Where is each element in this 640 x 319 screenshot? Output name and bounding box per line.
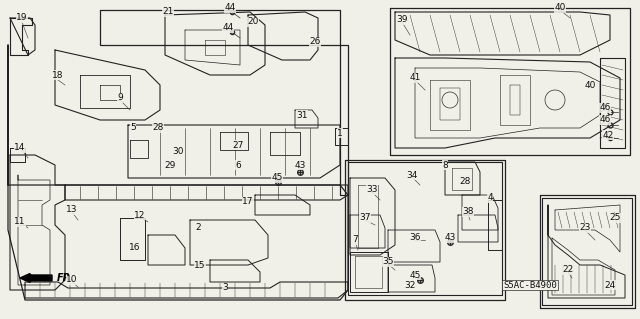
Text: 45: 45 — [410, 271, 420, 279]
Text: 30: 30 — [172, 147, 184, 157]
Text: 41: 41 — [410, 73, 420, 83]
Text: 35: 35 — [382, 257, 394, 266]
Text: 40: 40 — [554, 4, 566, 12]
Text: 36: 36 — [409, 234, 420, 242]
Text: 27: 27 — [232, 140, 244, 150]
Text: 17: 17 — [243, 197, 253, 206]
Text: 45: 45 — [271, 174, 283, 182]
Text: 3: 3 — [222, 284, 228, 293]
Text: 15: 15 — [195, 261, 205, 270]
Text: 2: 2 — [195, 224, 201, 233]
Text: 37: 37 — [359, 213, 371, 222]
Text: 8: 8 — [442, 160, 448, 169]
Text: 44: 44 — [225, 4, 236, 12]
Text: 28: 28 — [152, 123, 164, 132]
Text: 9: 9 — [117, 93, 123, 102]
Text: 26: 26 — [309, 38, 321, 47]
Text: 29: 29 — [164, 160, 176, 169]
Text: 22: 22 — [563, 265, 573, 275]
Text: 18: 18 — [52, 70, 64, 79]
Text: 24: 24 — [604, 280, 616, 290]
Text: 21: 21 — [163, 8, 173, 17]
Text: 20: 20 — [247, 18, 259, 26]
Text: 16: 16 — [129, 243, 141, 253]
Text: 19: 19 — [16, 13, 28, 23]
Text: 43: 43 — [294, 160, 306, 169]
Text: 32: 32 — [404, 280, 416, 290]
Text: 28: 28 — [460, 177, 470, 187]
Text: 5: 5 — [130, 123, 136, 132]
Text: 40: 40 — [584, 80, 596, 90]
Text: FR.: FR. — [57, 273, 75, 283]
Text: 39: 39 — [396, 16, 408, 25]
Text: 44: 44 — [222, 24, 234, 33]
Text: 38: 38 — [462, 207, 474, 217]
Text: 6: 6 — [235, 160, 241, 169]
Text: 13: 13 — [67, 205, 77, 214]
Text: 7: 7 — [352, 235, 358, 244]
Text: 11: 11 — [14, 218, 26, 226]
Text: S5AC-B4900: S5AC-B4900 — [503, 280, 557, 290]
FancyArrow shape — [20, 273, 52, 283]
Text: 42: 42 — [602, 130, 614, 139]
Text: 23: 23 — [579, 224, 591, 233]
Text: 31: 31 — [296, 110, 308, 120]
Text: 33: 33 — [366, 186, 378, 195]
Text: 34: 34 — [406, 170, 418, 180]
Text: 14: 14 — [14, 144, 26, 152]
Text: 12: 12 — [134, 211, 146, 219]
Text: 4: 4 — [487, 194, 493, 203]
Text: 1: 1 — [337, 129, 343, 137]
Text: 46: 46 — [599, 103, 611, 113]
Text: 10: 10 — [67, 276, 77, 285]
Text: 46: 46 — [599, 115, 611, 124]
Text: 43: 43 — [444, 234, 456, 242]
Text: 25: 25 — [609, 213, 621, 222]
